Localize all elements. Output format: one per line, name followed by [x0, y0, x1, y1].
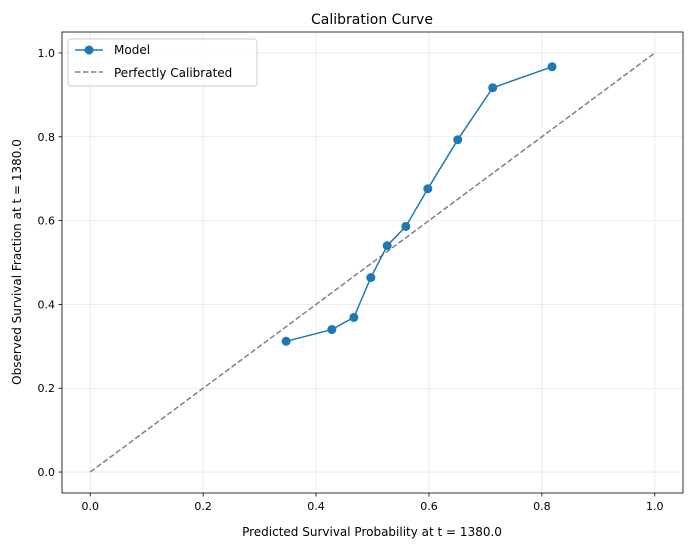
perfect-calibration-line	[89, 52, 656, 473]
legend-calibrated-label: Perfectly Calibrated	[114, 66, 232, 80]
x-tick-label: 0.6	[420, 500, 438, 513]
legend-model-label: Model	[114, 43, 150, 57]
y-tick-label: 0.8	[38, 131, 56, 144]
ticks: 0.0 0.2 0.4 0.6 0.8 1.0 0.0 0.2 0.4 0.6 0.8 1.0	[38, 47, 664, 513]
chart-title: Calibration Curve	[311, 12, 433, 28]
legend: Model Perfectly Calibrated	[67, 38, 258, 87]
series	[89, 52, 656, 473]
y-tick-label: 1.0	[38, 47, 56, 60]
y-tick-label: 0.2	[38, 382, 56, 395]
model-point	[453, 135, 463, 145]
x-tick-label: 0.8	[533, 500, 551, 513]
model-line	[285, 66, 553, 343]
model-point	[547, 62, 557, 72]
y-tick-label: 0.4	[38, 298, 56, 311]
model-point	[366, 273, 376, 283]
model-point	[349, 312, 359, 322]
y-tick-label: 0.0	[38, 466, 56, 479]
axes-frame	[61, 31, 684, 494]
x-axis-label: Predicted Survival Probability at t = 13…	[242, 525, 502, 539]
model-point	[401, 221, 411, 231]
x-tick-label: 0.4	[307, 500, 325, 513]
model-point	[281, 336, 291, 346]
model-point	[382, 241, 392, 251]
y-tick-label: 0.6	[38, 215, 56, 228]
legend-model-marker	[84, 45, 94, 55]
y-axis-label: Observed Survival Fraction at t = 1380.0	[10, 139, 24, 385]
x-tick-label: 0.0	[81, 500, 99, 513]
model-point	[488, 83, 498, 93]
x-tick-label: 1.0	[646, 500, 664, 513]
model-point	[423, 184, 433, 194]
x-tick-label: 0.2	[194, 500, 212, 513]
model-point	[327, 325, 337, 335]
legend-box	[67, 38, 258, 87]
